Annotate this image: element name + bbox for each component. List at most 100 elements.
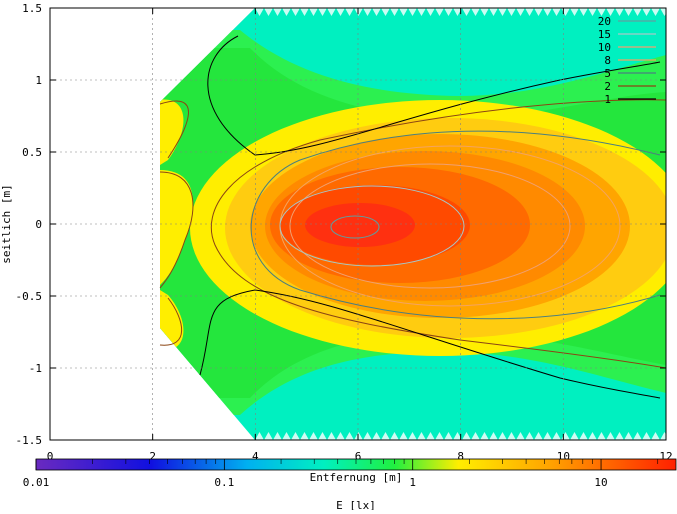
edge-tooth [624, 8, 633, 16]
edge-tooth [363, 8, 372, 16]
edge-tooth [372, 432, 381, 440]
edge-tooth [444, 432, 453, 440]
edge-tooth [534, 432, 543, 440]
edge-tooth [273, 432, 282, 440]
edge-tooth [552, 8, 561, 16]
x-axis-label: Entfernung [m] [310, 471, 403, 484]
edge-tooth [264, 8, 273, 16]
edge-tooth [516, 8, 525, 16]
edge-tooth [390, 432, 399, 440]
edge-tooth [543, 432, 552, 440]
edge-tooth [507, 432, 516, 440]
colorbar-tick-label: 0.1 [214, 476, 234, 489]
colorbar-tick-label: 10 [594, 476, 607, 489]
edge-tooth [480, 8, 489, 16]
legend-label: 20 [598, 15, 611, 28]
contour-lines [159, 35, 666, 399]
edge-tooth [642, 8, 651, 16]
edge-tooth [633, 432, 642, 440]
edge-tooth [597, 8, 606, 16]
edge-tooth [264, 432, 273, 440]
x-tick-label: 8 [457, 450, 464, 463]
edge-tooth [489, 432, 498, 440]
edge-tooth [291, 432, 300, 440]
edge-tooth [570, 432, 579, 440]
colorbar-tick-label: 1 [409, 476, 416, 489]
legend-label: 5 [604, 67, 611, 80]
legend-entry: 8 [604, 54, 656, 67]
edge-tooth [336, 432, 345, 440]
edge-tooth [597, 432, 606, 440]
legend-entry: 1 [604, 93, 656, 106]
colorbar-tick-label: 0.01 [23, 476, 50, 489]
edge-tooth [417, 432, 426, 440]
legend-label: 10 [598, 41, 611, 54]
edge-tooth [498, 8, 507, 16]
edge-tooth [471, 432, 480, 440]
x-tick-label: 6 [355, 450, 362, 463]
legend-label: 2 [604, 80, 611, 93]
edge-tooth [345, 8, 354, 16]
x-tick-label: 2 [149, 450, 156, 463]
edge-tooth [498, 432, 507, 440]
edge-tooth [588, 432, 597, 440]
legend-label: 8 [604, 54, 611, 67]
legend-entry: 5 [604, 67, 656, 80]
edge-tooth [507, 8, 516, 16]
y-ticks: 1.5 1 0.5 0 -0.5 -1 -1.5 [16, 2, 666, 447]
edge-tooth [282, 8, 291, 16]
edge-tooth [579, 8, 588, 16]
edge-tooth [588, 8, 597, 16]
edge-tooth [345, 432, 354, 440]
x-tick-label: 0 [47, 450, 54, 463]
edge-tooth [660, 432, 666, 440]
edge-tooth [462, 432, 471, 440]
edge-tooth [309, 8, 318, 16]
legend-label: 1 [604, 93, 611, 106]
edge-tooth [615, 8, 624, 16]
legend-entry: 10 [598, 41, 656, 54]
edge-tooth [417, 8, 426, 16]
edge-tooth [327, 432, 336, 440]
edge-tooth [579, 432, 588, 440]
edge-tooth [525, 8, 534, 16]
edge-tooth [426, 8, 435, 16]
y-tick-label: 1.5 [22, 2, 42, 15]
edge-tooth [615, 432, 624, 440]
edge-tooth [453, 432, 462, 440]
edge-tooth [624, 432, 633, 440]
edge-tooth [516, 432, 525, 440]
edge-tooth [327, 8, 336, 16]
edge-tooth [606, 432, 615, 440]
y-tick-label: -1.5 [16, 434, 43, 447]
edge-tooth [408, 432, 417, 440]
edge-tooth [633, 8, 642, 16]
edge-tooth [273, 8, 282, 16]
colorbar-label: E [lx] [336, 499, 376, 510]
edge-tooth [480, 432, 489, 440]
edge-tooth [534, 8, 543, 16]
y-tick-label: -1 [29, 362, 42, 375]
edge-tooth [381, 432, 390, 440]
y-tick-label: 0 [35, 218, 42, 231]
edge-tooth [435, 8, 444, 16]
legend-entry: 2 [604, 80, 656, 93]
edge-tooth [309, 432, 318, 440]
edge-tooth [471, 8, 480, 16]
colorbar: 0.01 0.1 1 10 [23, 458, 677, 489]
edge-tooth [318, 8, 327, 16]
edge-tooth [282, 432, 291, 440]
legend-entry: 15 [598, 28, 656, 41]
edge-tooth [642, 432, 651, 440]
edge-tooth [660, 8, 666, 16]
edge-tooth [336, 8, 345, 16]
edge-tooth [651, 8, 660, 16]
edge-tooth [651, 432, 660, 440]
x-tick-label: 4 [252, 450, 259, 463]
edge-tooth [255, 8, 264, 16]
y-tick-label: 1 [35, 74, 42, 87]
edge-tooth [300, 8, 309, 16]
edge-tooth [390, 8, 399, 16]
edge-tooth [552, 432, 561, 440]
